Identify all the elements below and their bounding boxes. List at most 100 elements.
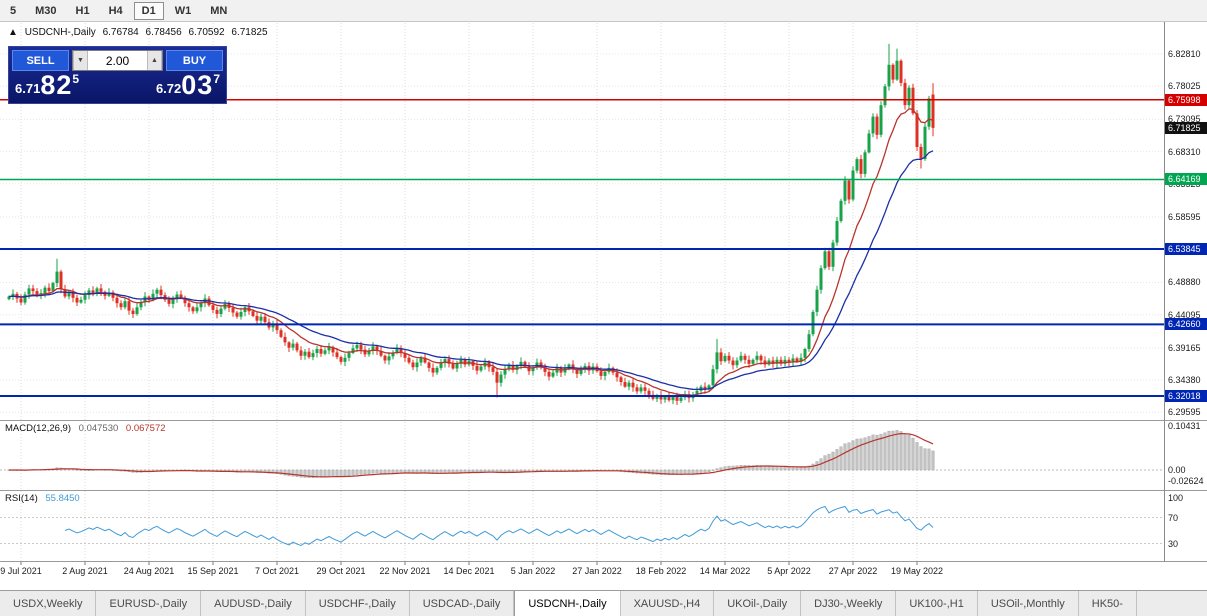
macd-bar <box>775 466 779 471</box>
candle-body <box>427 362 431 368</box>
macd-bar <box>331 469 335 477</box>
collapse-panel-icon[interactable]: ▲ <box>8 27 18 38</box>
candle-body <box>711 369 715 386</box>
volume-increase-icon[interactable]: ▲ <box>147 51 162 70</box>
candle-body <box>75 297 79 303</box>
candle-body <box>99 288 103 292</box>
macd-bar <box>863 437 867 471</box>
symbol-tab[interactable]: USOil-,Monthly <box>978 591 1079 616</box>
sell-price-pips: 82 <box>40 70 73 100</box>
symbol-tab[interactable]: USDCNH-,Daily <box>514 591 621 616</box>
symbol-tab[interactable]: USDCHF-,Daily <box>306 591 410 616</box>
candle-body <box>207 298 211 306</box>
sell-price[interactable]: 6.71 82 5 <box>15 71 79 100</box>
symbol-tab[interactable]: XAUUSD-,H4 <box>621 591 715 616</box>
symbol-tab[interactable]: UKOil-,Daily <box>714 591 802 616</box>
candle-body <box>131 310 135 314</box>
symbol-tab[interactable]: USDX,Weekly <box>0 591 97 616</box>
one-click-trading-panel: SELL ▼ ▲ BUY 6.71 82 5 6.72 03 7 <box>8 46 227 104</box>
candle-body <box>775 359 779 364</box>
candle-body <box>119 303 123 308</box>
symbol-tab[interactable]: HK50- <box>1079 591 1137 616</box>
volume-decrease-icon[interactable]: ▼ <box>73 51 88 70</box>
symbol-tab[interactable]: AUDUSD-,Daily <box>201 591 306 616</box>
candle-body <box>91 290 95 294</box>
sell-button[interactable]: SELL <box>12 50 69 71</box>
candle-body <box>155 289 159 294</box>
macd-bar <box>791 466 795 471</box>
timeframe-button-d1[interactable]: D1 <box>133 1 164 20</box>
ma-slow-line <box>8 150 934 391</box>
timeframe-button-m30[interactable]: M30 <box>27 2 64 20</box>
macd-bar <box>787 466 791 471</box>
timeframe-button-w1[interactable]: W1 <box>167 2 200 20</box>
ohlc-open: 6.76784 <box>102 27 139 38</box>
candle-body <box>511 365 515 370</box>
timeframe-button-h1[interactable]: H1 <box>68 2 98 20</box>
pane-separators <box>0 22 1207 565</box>
macd-bar <box>751 465 755 471</box>
candle-body <box>311 353 315 358</box>
macd-bar <box>727 465 731 471</box>
macd-bar <box>307 469 311 479</box>
candle-body <box>847 180 851 200</box>
candle-body <box>719 352 723 362</box>
candle-body <box>523 361 527 367</box>
candle-body <box>343 357 347 362</box>
timeframe-button-5[interactable]: 5 <box>2 2 24 20</box>
candle-body <box>491 367 495 372</box>
macd-bar <box>303 469 307 478</box>
candle-body <box>243 307 247 312</box>
symbol-tab[interactable]: USDCAD-,Daily <box>410 591 515 616</box>
candle-body <box>259 316 263 321</box>
macd-bar <box>755 465 759 471</box>
macd-label: MACD(12,26,9) 0.047530 0.067572 <box>5 423 171 434</box>
macd-bar <box>347 469 351 477</box>
macd-bar <box>399 469 403 473</box>
buy-button[interactable]: BUY <box>166 50 223 71</box>
candle-body <box>275 323 279 331</box>
candle-body <box>403 353 407 358</box>
candle-body <box>763 360 767 365</box>
buy-price-pips: 03 <box>181 70 214 100</box>
symbol-tab[interactable]: UK100-,H1 <box>896 591 978 616</box>
macd-bar <box>807 465 811 471</box>
symbol-tab[interactable]: EURUSD-,Daily <box>96 591 202 616</box>
macd-bar <box>711 469 715 471</box>
candle-body <box>283 336 287 343</box>
macd-bar <box>299 469 303 478</box>
symbol-tab[interactable]: DJ30-,Weekly <box>801 591 897 616</box>
candle-body <box>195 307 199 312</box>
candle-body <box>463 359 467 365</box>
candle-body <box>639 387 643 392</box>
candle-body <box>815 289 819 312</box>
timeframe-button-mn[interactable]: MN <box>202 2 235 20</box>
macd-bar <box>311 469 315 479</box>
ohlc-close: 6.71825 <box>231 27 268 38</box>
candle-body <box>215 309 219 314</box>
candle-body <box>715 352 719 370</box>
candle-body <box>331 347 335 353</box>
candle-body <box>51 283 55 292</box>
macd-bar <box>667 469 671 475</box>
timeframe-toolbar: 5 M30 H1 H4 D1 W1 MN <box>0 0 1207 22</box>
candle-body <box>919 146 923 159</box>
candle-body <box>535 362 539 368</box>
candle-body <box>803 349 807 358</box>
macd-bar <box>879 433 883 471</box>
candle-body <box>399 348 403 353</box>
macd-bar <box>847 442 851 471</box>
candle-body <box>295 343 299 351</box>
candle-body <box>879 105 883 135</box>
buy-price[interactable]: 6.72 03 7 <box>156 71 220 100</box>
candle-body <box>539 362 543 368</box>
candle-body <box>235 312 239 317</box>
candle-body <box>563 368 567 373</box>
volume-input[interactable] <box>88 51 147 70</box>
timeframe-button-h4[interactable]: H4 <box>101 2 131 20</box>
candle-body <box>875 116 879 135</box>
macd-bar <box>839 446 843 471</box>
candle-body <box>739 355 743 361</box>
macd-bar <box>467 469 471 473</box>
